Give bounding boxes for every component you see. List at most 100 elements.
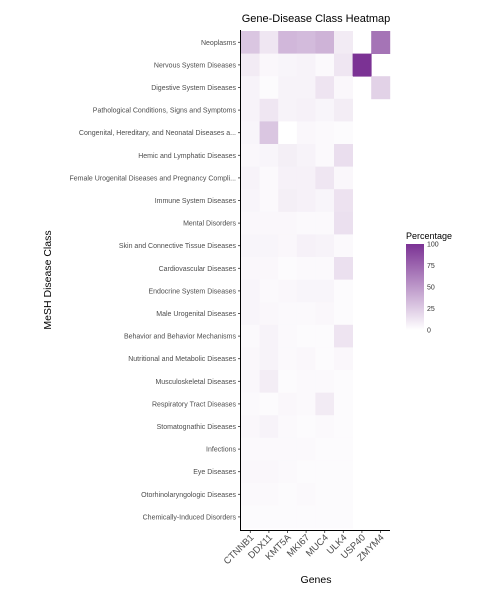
heatmap-cell — [278, 257, 298, 280]
heatmap-cell — [241, 279, 260, 303]
y-tick-label: Digestive System Diseases — [151, 85, 236, 92]
y-tick-label: Cardiovascular Diseases — [159, 266, 237, 273]
heatmap-cell — [315, 460, 335, 484]
heatmap-cell — [296, 370, 316, 393]
y-axis-title: MeSH Disease Class — [42, 230, 54, 329]
heatmap-cell — [334, 505, 353, 529]
heatmap-cell — [315, 234, 335, 258]
heatmap-cell — [259, 279, 279, 303]
heatmap-cell — [371, 31, 391, 54]
heatmap-cell — [278, 347, 298, 371]
color-legend: Percentage 100 75 50 25 0 — [406, 231, 452, 335]
heatmap-cell — [315, 324, 335, 348]
heatmap-cell — [315, 347, 335, 371]
legend-tick-label: 0 — [427, 328, 431, 335]
y-tick-label: Infections — [206, 447, 236, 454]
y-tick-label: Neoplasms — [201, 40, 237, 47]
legend-tick-label: 75 — [427, 263, 435, 270]
y-tick-label: Congenital, Hereditary, and Neonatal Dis… — [79, 130, 236, 137]
heatmap-cell — [278, 121, 298, 145]
heatmap-cell — [296, 437, 316, 461]
heatmap-cell — [296, 392, 316, 416]
heatmap-cell — [296, 121, 316, 145]
heatmap-cell — [334, 437, 353, 461]
heatmap-cell — [259, 460, 279, 484]
heatmap-cell — [334, 98, 353, 122]
heatmap-cell — [259, 483, 279, 506]
heatmap-cell — [278, 324, 298, 348]
heatmap-cell — [259, 302, 279, 326]
heatmap-cell — [334, 31, 353, 54]
heatmap-cell — [315, 166, 335, 190]
heatmap-cell — [241, 234, 260, 258]
heatmap-cell — [352, 53, 372, 77]
heatmap-cell — [296, 76, 316, 100]
y-tick-label: Nutritional and Metabolic Diseases — [128, 356, 236, 363]
heatmap-cell — [278, 211, 298, 235]
heatmap-cell — [241, 347, 260, 371]
heatmap-cell — [315, 257, 335, 280]
heatmap-cell — [315, 505, 335, 529]
heatmap-cell — [315, 31, 335, 54]
heatmap-cell — [241, 53, 260, 77]
heatmap-cell — [259, 189, 279, 213]
legend-tick-label: 50 — [427, 285, 435, 292]
heatmap-cell — [259, 166, 279, 190]
heatmap-cell — [315, 302, 335, 326]
heatmap-cell — [278, 437, 298, 461]
heatmap-cell — [241, 437, 260, 461]
heatmap-cell — [334, 211, 353, 235]
y-tick-label: Nervous System Diseases — [154, 62, 237, 69]
heatmap-cell — [259, 324, 279, 348]
heatmap-cell — [259, 234, 279, 258]
heatmap-cell — [296, 324, 316, 348]
y-tick-label: Female Urogenital Diseases and Pregnancy… — [69, 175, 236, 182]
y-tick-label: Chemically-Induced Disorders — [143, 514, 237, 521]
heatmap-cell — [259, 437, 279, 461]
heatmap-cell — [296, 98, 316, 122]
y-tick-label: Stomatognathic Diseases — [157, 424, 237, 431]
heatmap-cell — [278, 98, 298, 122]
heatmap-cell — [241, 144, 260, 167]
heatmap-cell — [296, 460, 316, 484]
heatmap-cell — [334, 279, 353, 303]
heatmap-cell — [259, 98, 279, 122]
y-tick-label: Hemic and Lymphatic Diseases — [138, 153, 236, 160]
heatmap-cell — [259, 121, 279, 145]
heatmap-cell — [334, 347, 353, 371]
heatmap-cell — [315, 370, 335, 393]
heatmap-cell — [296, 211, 316, 235]
heatmap-cell — [315, 76, 335, 100]
heatmap-cell — [259, 144, 279, 167]
heatmap-cell — [278, 460, 298, 484]
heatmap-cell — [334, 166, 353, 190]
heatmap-cell — [241, 505, 260, 529]
heatmap-cell — [278, 166, 298, 190]
heatmap-cell — [278, 415, 298, 439]
heatmap-cell — [259, 392, 279, 416]
heatmap-cell — [296, 189, 316, 213]
heatmap-cell — [278, 370, 298, 393]
heatmap-cell — [241, 302, 260, 326]
heatmap-cell — [241, 189, 260, 213]
y-tick-label: Respiratory Tract Diseases — [152, 401, 237, 408]
heatmap-cell — [296, 144, 316, 167]
heatmap-cell — [278, 144, 298, 167]
heatmap-cell — [334, 370, 353, 393]
heatmap-cell — [315, 279, 335, 303]
heatmap-cell — [334, 121, 353, 145]
heatmap-cell — [296, 483, 316, 506]
heatmap-cell — [241, 392, 260, 416]
y-tick-labels: Neoplasms Nervous System Diseases Digestiv… — [69, 40, 241, 521]
heatmap-cell — [334, 76, 353, 100]
heatmap-cell — [315, 211, 335, 235]
heatmap-cell — [259, 211, 279, 235]
heatmap-cell — [371, 76, 391, 100]
heatmap-cell — [259, 347, 279, 371]
heatmap-cell — [334, 483, 353, 506]
heatmap-cell — [315, 144, 335, 167]
heatmap-cell — [296, 302, 316, 326]
heatmap-cell — [315, 98, 335, 122]
heatmap-cell — [259, 53, 279, 77]
heatmap-cell — [296, 279, 316, 303]
